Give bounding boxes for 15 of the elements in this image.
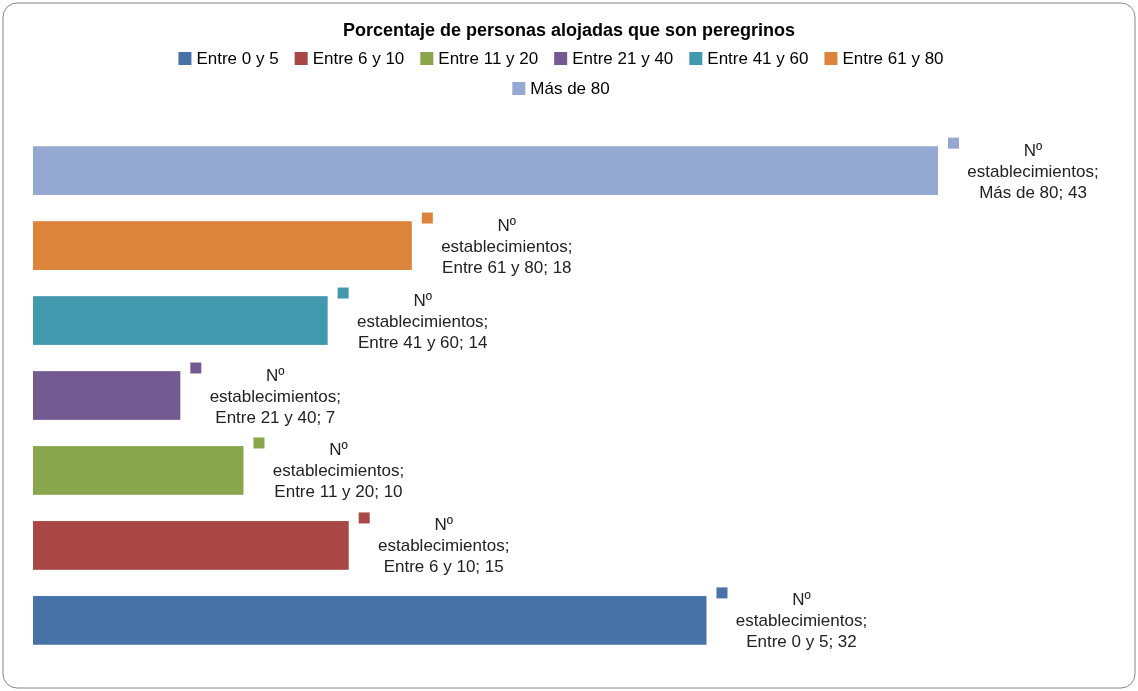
data-label: Nº establecimientos; Entre 0 y 5; 32 <box>735 590 868 652</box>
data-label: Nº establecimientos; Entre 21 y 40; 7 <box>209 365 341 427</box>
legend-label: Más de 80 <box>530 79 610 98</box>
legend-label: Entre 21 y 40 <box>572 49 674 68</box>
chart-title: Porcentaje de personas alojadas que son peregrinos <box>342 20 796 40</box>
legend-label: Entre 61 y 80 <box>842 49 944 68</box>
legend-label: Entre 41 y 60 <box>707 49 809 68</box>
data-label: Nº establecimientos; Entre 61 y 80; 18 <box>441 215 573 277</box>
legend-label: Entre 0 y 5 <box>196 49 279 68</box>
data-label: Nº establecimientos; Entre 6 y 10; 15 <box>378 515 510 577</box>
data-label: Nº establecimientos; Más de 80; 43 <box>967 140 1099 202</box>
legend-label: Entre 6 y 10 <box>312 49 405 68</box>
data-label: Nº establecimientos; Entre 41 y 60; 14 <box>356 290 489 352</box>
legend-label: Entre 11 y 20 <box>438 49 539 68</box>
data-label: Nº establecimientos; Entre 11 y 20; 10 <box>272 440 405 502</box>
